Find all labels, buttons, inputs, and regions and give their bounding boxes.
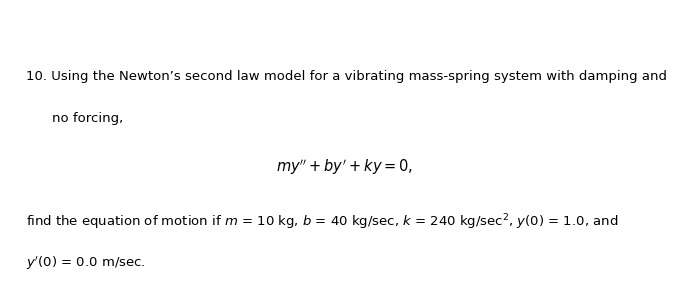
Text: 10. Using the Newton’s second law model for a vibrating mass-spring system with : 10. Using the Newton’s second law model … [26,70,667,83]
Text: no forcing,: no forcing, [52,112,123,125]
Text: find the equation of motion if $m$ = 10 kg, $b$ = 40 kg/sec, $k$ = 240 kg/sec$^2: find the equation of motion if $m$ = 10 … [26,212,619,232]
Text: $my'' + by' + ky = 0,$: $my'' + by' + ky = 0,$ [276,158,413,177]
Text: $y'$(0) = 0.0 m/sec.: $y'$(0) = 0.0 m/sec. [26,255,146,272]
